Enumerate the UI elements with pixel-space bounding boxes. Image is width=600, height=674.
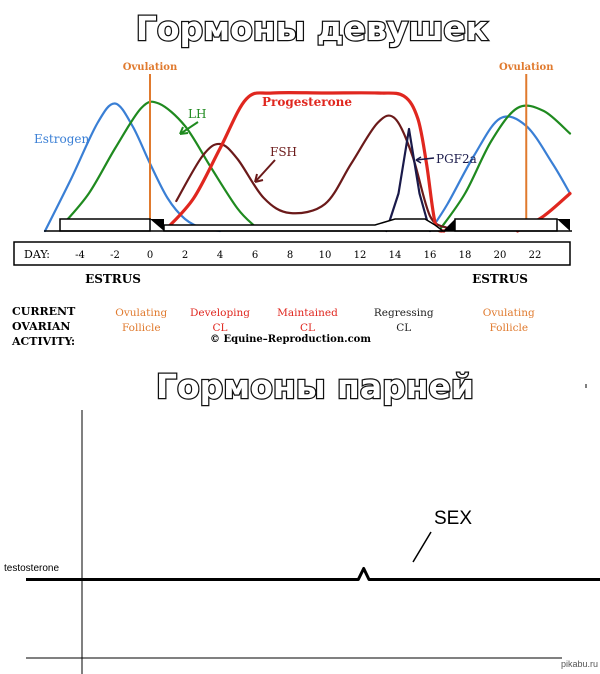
- sex-pointer-line: [412, 531, 432, 563]
- activity-stage-3-line1: Regressing: [374, 307, 434, 319]
- day-tick-2: 0: [147, 250, 153, 261]
- estrus-bar-right: [454, 218, 558, 232]
- hormone-curves: [43, 90, 572, 233]
- day-axis-label: DAY:: [24, 248, 50, 261]
- copyright-text: © Equine–Reproduction.com: [210, 334, 371, 345]
- activity-stage-0-line1: Ovulating: [115, 307, 167, 319]
- activity-stage-1-line2: CL: [212, 322, 227, 334]
- day-tick-11: 18: [459, 250, 472, 261]
- female-hormone-chart: Ovulation Ovulation DAY: -4 -2 0 2 4 6 8 10 12 14 1…: [11, 62, 572, 348]
- pgf2a-label: PGF2a: [436, 152, 477, 166]
- watermark: pikabu.ru: [561, 659, 598, 669]
- activity-stage-2-line1: Maintained: [277, 307, 338, 319]
- day-tick-13: 22: [529, 250, 542, 261]
- activity-stage-4-line2: Follicle: [489, 322, 528, 334]
- sex-annotation: SEX: [434, 508, 472, 529]
- day-tick-0: -4: [75, 250, 85, 261]
- testosterone-series: [26, 567, 600, 581]
- activity-stage-2-line2: CL: [300, 322, 315, 334]
- lh-arrowhead-icon: [179, 126, 189, 135]
- activity-heading-line2: OVARIAN: [12, 320, 70, 333]
- testosterone-label: testosterone: [4, 563, 59, 574]
- diestrus-bar: [163, 218, 446, 232]
- male-hormone-chart: testosterone SEX: [4, 384, 600, 674]
- day-tick-4: 4: [217, 250, 223, 261]
- progesterone-label: Progesterone: [262, 95, 352, 109]
- fsh-arrowhead-icon: [254, 173, 264, 183]
- series-line-progesterone-5: [165, 90, 446, 233]
- estrogen-label: Estrogen: [34, 132, 89, 146]
- day-tick-12: 20: [494, 250, 507, 261]
- day-tick-9: 14: [389, 250, 402, 261]
- day-tick-5: 6: [252, 250, 258, 261]
- day-tick-8: 12: [354, 250, 367, 261]
- series-line-lh-3: [437, 104, 572, 233]
- day-axis-box: [13, 241, 571, 266]
- fsh-arrow: [254, 159, 276, 183]
- activity-heading-line3: ACTIVITY:: [11, 335, 75, 348]
- fsh-label: FSH: [270, 145, 297, 159]
- estrus-bar-right-tail: [557, 219, 570, 231]
- estrus-bar-left: [59, 218, 151, 232]
- estrus-bar-left-wedge: [150, 219, 164, 231]
- series-line-estrogen-0: [43, 102, 222, 233]
- series-line-pgf2a-7: [385, 127, 432, 233]
- ovulation-markers: Ovulation Ovulation: [123, 62, 554, 219]
- day-tick-7: 10: [319, 250, 332, 261]
- day-tick-1: -2: [110, 250, 120, 261]
- estrus-bar-right-wedge: [443, 219, 455, 231]
- estrus-label-left: ESTRUS: [85, 272, 141, 286]
- day-tick-10: 16: [424, 250, 437, 261]
- ovarian-activity-stages: Ovulating Follicle Developing CL Maintained C…: [115, 307, 535, 334]
- series-line-estrogen-1: [428, 115, 572, 233]
- ovulation-label-1: Ovulation: [499, 62, 554, 73]
- male-title: Гормоны парней: [156, 367, 474, 406]
- activity-stage-4-line1: Ovulating: [483, 307, 535, 319]
- pgf2a-arrow: [415, 157, 435, 161]
- lh-label: LH: [188, 107, 206, 121]
- day-tick-6: 8: [287, 250, 293, 261]
- day-tick-3: 2: [182, 250, 188, 261]
- female-title: Гормоны девушек: [136, 9, 488, 48]
- ovulation-label-0: Ovulation: [123, 62, 178, 73]
- lh-arrow: [179, 121, 199, 135]
- series-line-testosterone-0: [26, 567, 600, 581]
- day-tick-labels: -4 -2 0 2 4 6 8 10 12 14 16 18 20 22: [75, 250, 541, 261]
- pgf2a-arrowhead-icon: [415, 156, 422, 164]
- activity-stage-0-line2: Follicle: [122, 322, 161, 334]
- estrus-cycle-bars: [59, 218, 570, 232]
- activity-heading-line1: CURRENT: [12, 305, 76, 318]
- series-line-fsh-4: [175, 114, 449, 230]
- activity-stage-1-line1: Developing: [190, 307, 250, 319]
- series-line-lh-2: [61, 100, 257, 228]
- estrus-label-right: ESTRUS: [472, 272, 528, 286]
- activity-stage-3-line2: CL: [396, 322, 411, 334]
